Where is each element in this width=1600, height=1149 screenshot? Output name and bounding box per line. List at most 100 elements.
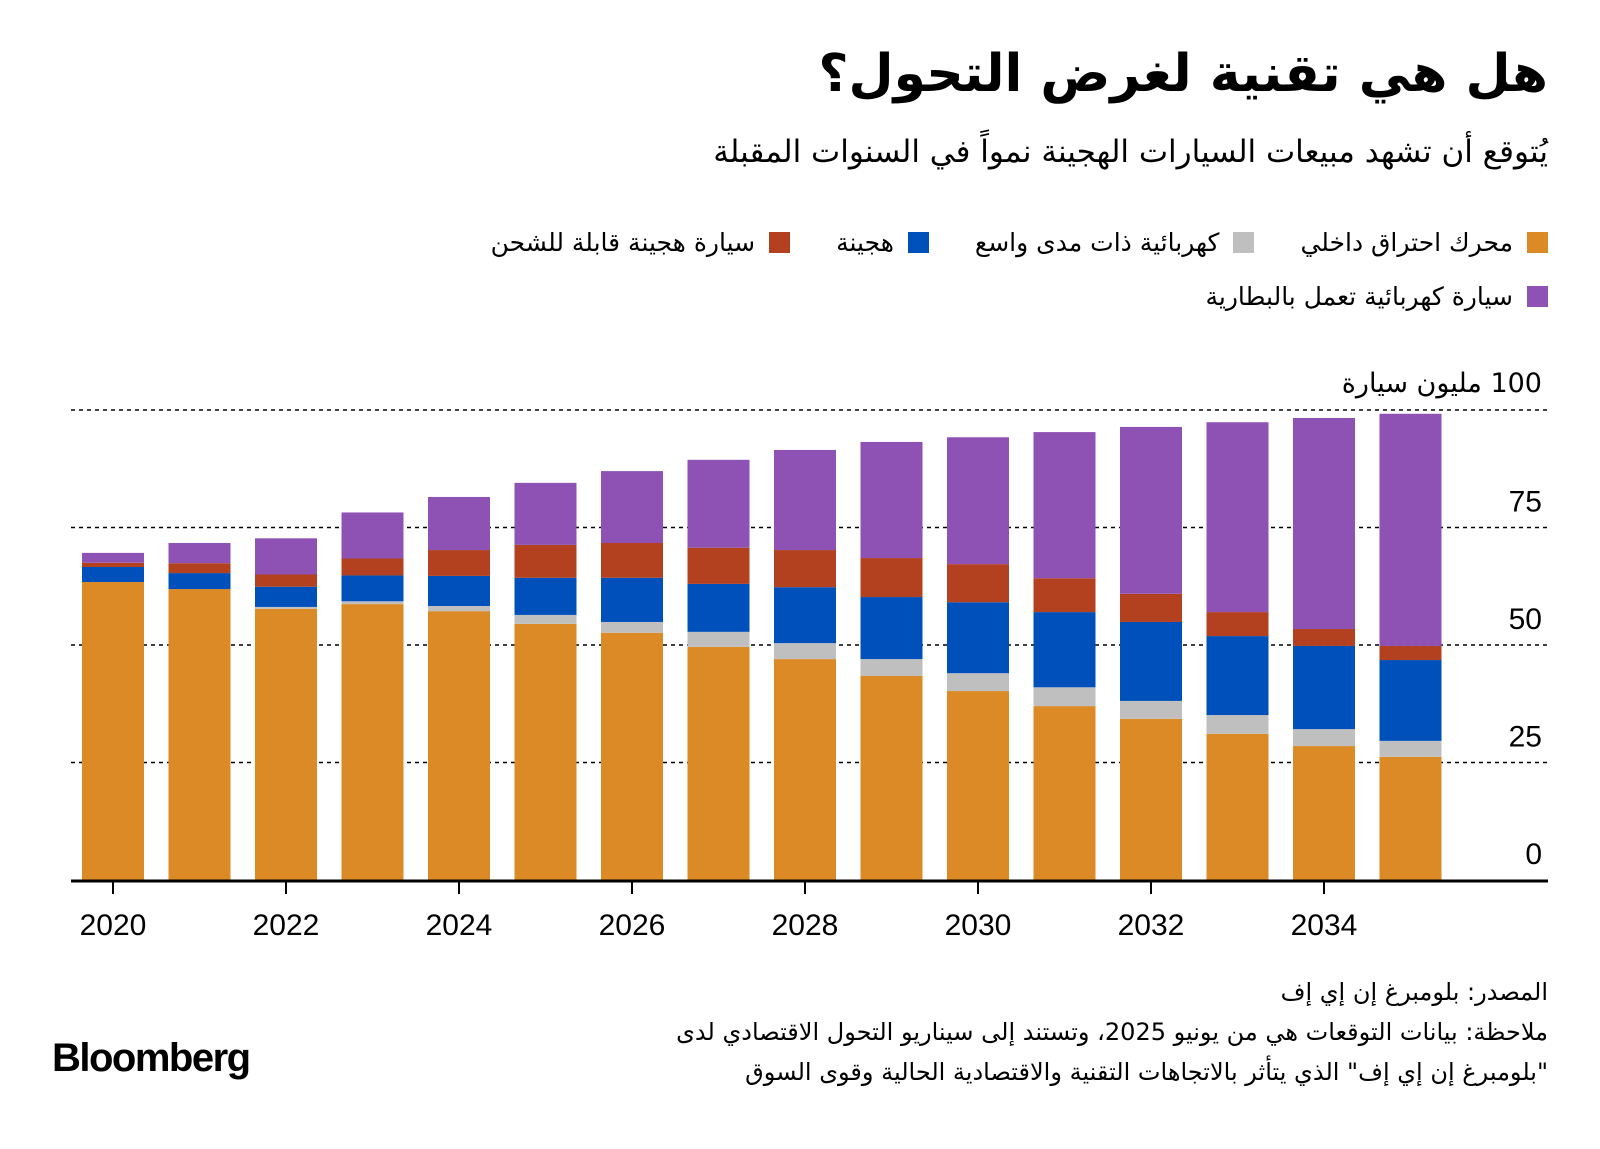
bar-segment-2035-series-3 bbox=[1379, 645, 1442, 661]
bar-segment-2033-series-2 bbox=[1206, 636, 1269, 716]
bar-segment-2033-series-4 bbox=[1206, 422, 1269, 613]
bloomberg-logo: Bloomberg bbox=[52, 1036, 251, 1080]
bar-segment-2025-series-0 bbox=[514, 623, 577, 880]
legend-item-hybrid: هجينة bbox=[836, 228, 929, 257]
bar-segment-2033-series-0 bbox=[1206, 733, 1269, 880]
bar-segment-2026-series-4 bbox=[601, 471, 663, 544]
bar-segment-2031-series-4 bbox=[1033, 432, 1096, 579]
legend-label-bev: سيارة كهربائية تعمل بالبطارية bbox=[1205, 281, 1513, 311]
bar-segment-2031-series-0 bbox=[1033, 706, 1096, 880]
legend-swatch-hybrid bbox=[907, 231, 929, 253]
bar-segment-2026-series-0 bbox=[601, 632, 663, 880]
bar-segment-2023-series-4 bbox=[341, 512, 404, 559]
legend-item-ice: محرك احتراق داخلي bbox=[1300, 228, 1548, 257]
bar-segment-2025-series-2 bbox=[514, 577, 577, 615]
bar-segment-2024-series-0 bbox=[428, 611, 490, 880]
bar-segment-2020-series-4 bbox=[82, 552, 144, 563]
legend-swatch-phev bbox=[769, 231, 791, 253]
y-tick-label-75: 75 bbox=[1509, 486, 1542, 519]
x-tick-label-2020: 2020 bbox=[80, 909, 147, 942]
x-tick-label-2024: 2024 bbox=[426, 909, 493, 942]
bar-segment-2021-series-4 bbox=[168, 543, 231, 564]
bar-stack-2034 bbox=[1293, 417, 1355, 880]
bar-segment-2035-series-4 bbox=[1379, 413, 1442, 646]
bar-segment-2027-series-0 bbox=[687, 646, 750, 880]
x-tick-label-2034: 2034 bbox=[1291, 909, 1358, 942]
bar-segment-2026-series-3 bbox=[601, 543, 663, 578]
bar-segment-2035-series-0 bbox=[1379, 756, 1442, 880]
bar-stack-2026 bbox=[601, 471, 663, 880]
x-tick-label-2030: 2030 bbox=[945, 909, 1012, 942]
y-tick-label-25: 25 bbox=[1509, 721, 1542, 754]
bar-segment-2027-series-4 bbox=[687, 459, 750, 548]
methodology-note-line-2: "بلومبرغ إن إي إف" الذي يتأثر بالاتجاهات… bbox=[745, 1058, 1548, 1086]
bar-segment-2030-series-0 bbox=[947, 691, 1009, 880]
bars bbox=[82, 413, 1442, 880]
footer: المصدر: بلومبرغ إن إي إف ملاحظة: بيانات … bbox=[348, 972, 1548, 1092]
bar-stack-2028 bbox=[774, 449, 836, 880]
bar-segment-2034-series-1 bbox=[1293, 729, 1355, 747]
bar-stack-2025 bbox=[514, 482, 577, 880]
bar-segment-2023-series-0 bbox=[341, 604, 404, 880]
bar-segment-2029-series-3 bbox=[860, 558, 923, 598]
bar-segment-2027-series-2 bbox=[687, 583, 750, 632]
bar-segment-2035-series-1 bbox=[1379, 740, 1442, 757]
bar-segment-2022-series-1 bbox=[255, 606, 317, 609]
bar-segment-2030-series-4 bbox=[947, 437, 1009, 565]
stacked-bar-chart: 2020 2022 2024 2026 2028 2030 2032 2034 0 25 50 75… bbox=[71, 368, 1548, 942]
bar-segment-2022-series-0 bbox=[255, 608, 317, 880]
bar-stack-2021 bbox=[168, 543, 231, 880]
bar-segment-2026-series-1 bbox=[601, 621, 663, 633]
bar-segment-2029-series-4 bbox=[860, 441, 923, 559]
bar-segment-2020-series-3 bbox=[82, 562, 144, 567]
x-tick-label-2028: 2028 bbox=[772, 909, 839, 942]
bar-stack-2027 bbox=[687, 459, 750, 880]
bar-segment-2032-series-4 bbox=[1120, 426, 1182, 594]
bar-segment-2023-series-3 bbox=[341, 558, 404, 576]
legend-swatch-erev bbox=[1233, 231, 1255, 253]
bar-segment-2034-series-2 bbox=[1293, 645, 1355, 730]
bar-stack-2024 bbox=[428, 496, 490, 880]
bar-segment-2029-series-0 bbox=[860, 676, 923, 880]
legend-label-ice: محرك احتراق داخلي bbox=[1300, 227, 1513, 257]
bar-segment-2028-series-4 bbox=[774, 449, 836, 551]
bar-segment-2034-series-4 bbox=[1293, 417, 1355, 630]
bar-segment-2026-series-2 bbox=[601, 577, 663, 622]
bar-segment-2030-series-2 bbox=[947, 602, 1009, 674]
bar-segment-2022-series-2 bbox=[255, 586, 317, 607]
bar-segment-2030-series-3 bbox=[947, 564, 1009, 603]
bar-segment-2029-series-1 bbox=[860, 659, 923, 677]
y-tick-label-0: 0 bbox=[1525, 838, 1542, 871]
bar-segment-2029-series-2 bbox=[860, 597, 923, 660]
x-tick-label-2032: 2032 bbox=[1118, 909, 1185, 942]
bar-segment-2022-series-4 bbox=[255, 538, 317, 575]
legend-item-erev: كهربائية ذات مدى واسع bbox=[975, 228, 1255, 257]
bar-segment-2027-series-3 bbox=[687, 547, 750, 584]
bar-segment-2024-series-3 bbox=[428, 550, 490, 576]
bar-stack-2031 bbox=[1033, 432, 1096, 880]
bar-stack-2029 bbox=[860, 441, 923, 880]
bar-segment-2033-series-1 bbox=[1206, 715, 1269, 734]
bar-segment-2025-series-4 bbox=[514, 482, 577, 545]
bar-segment-2027-series-1 bbox=[687, 631, 750, 647]
y-tick-label-100: 100 مليون سيارة bbox=[1342, 368, 1542, 399]
bar-segment-2028-series-1 bbox=[774, 643, 836, 660]
bar-segment-2034-series-0 bbox=[1293, 746, 1355, 880]
bar-segment-2023-series-2 bbox=[341, 575, 404, 602]
bar-segment-2021-series-0 bbox=[168, 589, 231, 880]
bar-segment-2031-series-3 bbox=[1033, 578, 1096, 613]
bar-segment-2035-series-2 bbox=[1379, 660, 1442, 741]
bar-stack-2035 bbox=[1379, 413, 1442, 880]
legend-swatch-bev bbox=[1527, 285, 1548, 307]
bar-stack-2022 bbox=[255, 538, 317, 880]
chart-title: هل هي تقنية لغرض التحول؟ bbox=[818, 44, 1549, 104]
bar-segment-2024-series-4 bbox=[428, 496, 490, 551]
bar-stack-2030 bbox=[947, 437, 1009, 880]
legend-item-phev: سيارة هجينة قابلة للشحن bbox=[491, 228, 791, 257]
legend-label-hybrid: هجينة bbox=[836, 227, 894, 257]
x-tick-label-2026: 2026 bbox=[599, 909, 666, 942]
x-tick-label-2022: 2022 bbox=[253, 909, 320, 942]
bar-segment-2024-series-1 bbox=[428, 605, 490, 612]
x-axis-ticks: 2020 2022 2024 2026 2028 2030 2032 2034 bbox=[80, 882, 1358, 942]
legend-row-1: محرك احتراق داخلي كهربائية ذات مدى واسع … bbox=[248, 222, 1548, 262]
